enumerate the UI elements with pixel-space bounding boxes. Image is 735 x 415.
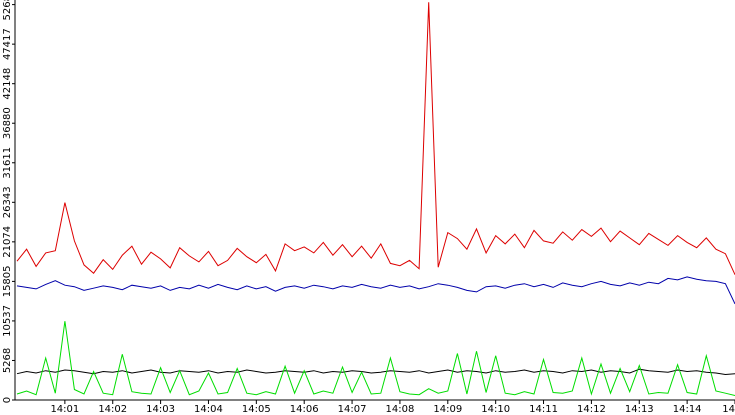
x-tick-label: 14:14 (673, 404, 702, 415)
y-tick-label: 52686 (2, 0, 13, 21)
y-tick-label: 47417 (2, 28, 13, 60)
x-tick-label: 14:06 (290, 404, 319, 415)
y-tick-label: 0 (2, 397, 13, 403)
series-line (16, 276, 735, 305)
y-tick-label: 5268 (2, 348, 13, 373)
y-tick-label: 36880 (2, 107, 13, 139)
x-tick-label: 14:07 (338, 404, 367, 415)
x-tick-label: 14:11 (529, 404, 558, 415)
x-tick-label: 14:02 (98, 404, 127, 415)
y-tick-label: 26343 (2, 186, 13, 218)
y-tick-label: 31611 (2, 147, 13, 179)
x-tick-label: 14:10 (481, 404, 510, 415)
x-tick-label: 14:13 (625, 404, 654, 415)
y-tick-label: 10537 (2, 305, 13, 337)
x-tick-label: 14 (722, 404, 735, 415)
x-tick-label: 14:05 (242, 404, 271, 415)
y-tick-label: 21074 (2, 226, 13, 258)
series-line (16, 2, 735, 275)
x-tick-label: 14:09 (433, 404, 462, 415)
y-tick-label: 15805 (2, 265, 13, 297)
y-tick-label: 42148 (2, 68, 13, 100)
series-line (16, 368, 735, 376)
x-tick-label: 14:03 (146, 404, 175, 415)
x-tick-label: 14:04 (194, 404, 223, 415)
series-line (16, 321, 735, 396)
x-tick-label: 14:08 (386, 404, 415, 415)
x-tick-label: 14:12 (577, 404, 606, 415)
x-tick-label: 14:01 (50, 404, 79, 415)
